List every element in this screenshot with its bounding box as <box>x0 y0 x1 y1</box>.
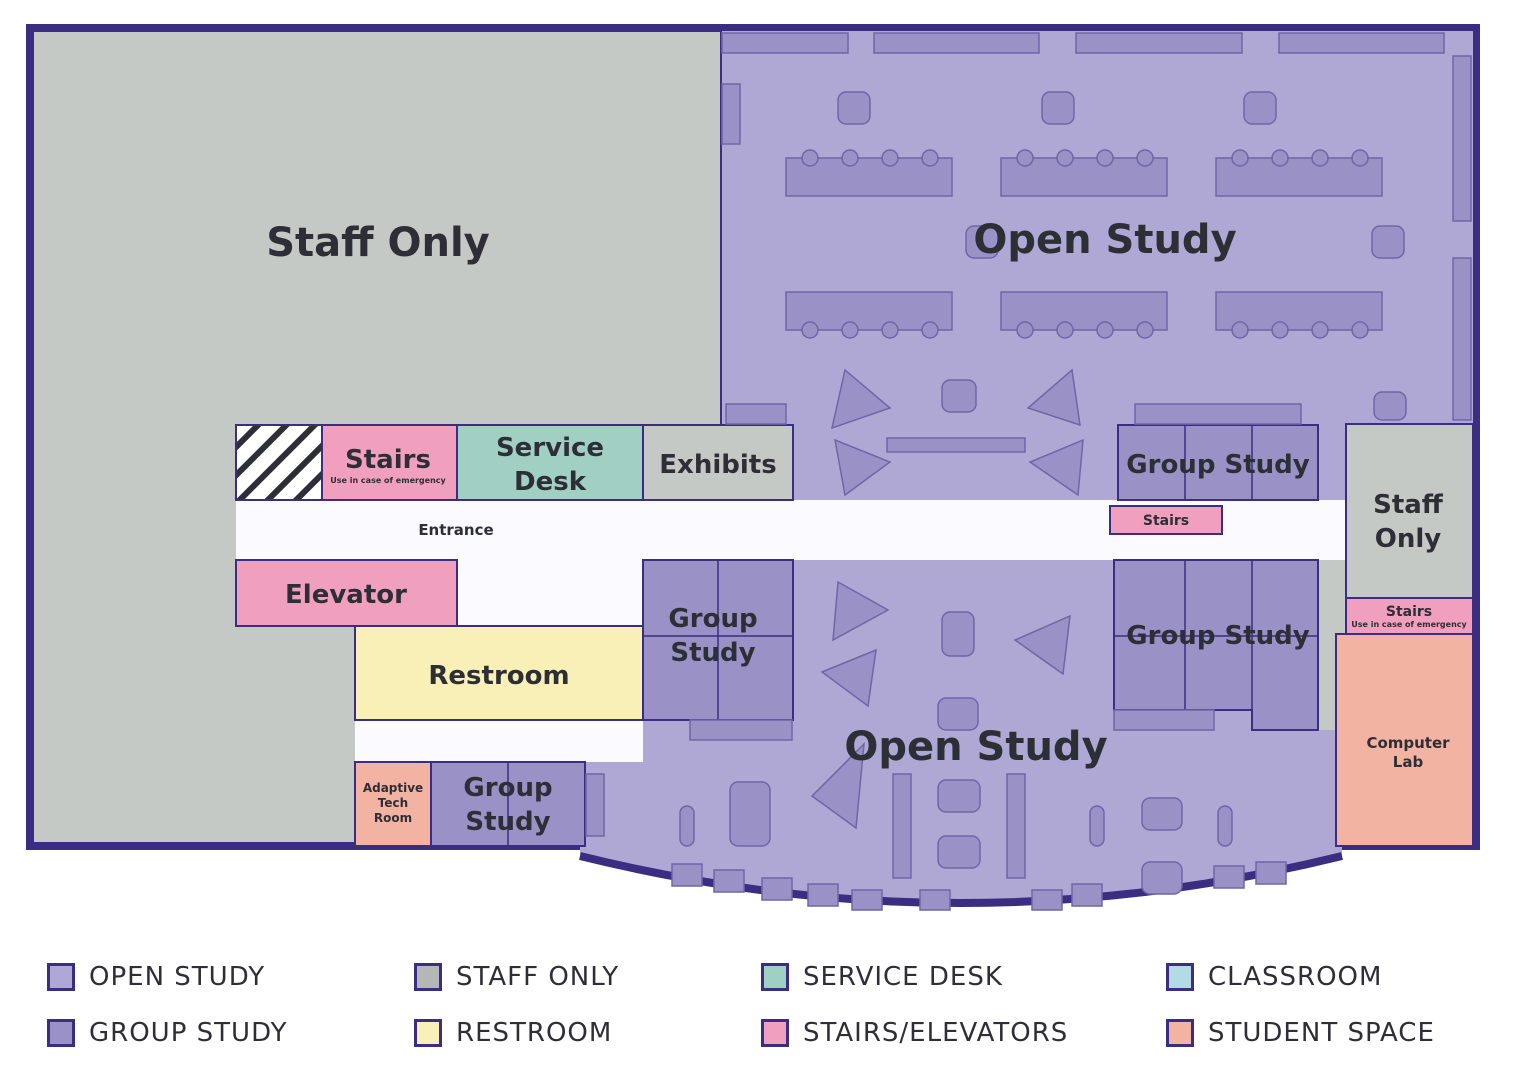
legend-label-classroom: CLASSROOM <box>1208 962 1383 992</box>
legend-label-group-study: GROUP STUDY <box>89 1018 288 1048</box>
legend-item-restroom: RESTROOM <box>414 1018 612 1048</box>
legend-item-classroom: CLASSROOM <box>1166 962 1382 992</box>
furniture-north <box>721 32 1472 497</box>
stairs-west-label: Stairs <box>345 445 431 475</box>
legend-label-student-space: STUDENT SPACE <box>1208 1018 1435 1048</box>
adaptive-tech-label-line2: Tech <box>378 796 408 810</box>
legend-item-service-desk: SERVICE DESK <box>761 962 1003 992</box>
legend-swatch-student-space <box>1166 1019 1194 1047</box>
legend-item-stairs-elevators: STAIRS/ELEVATORS <box>761 1018 1068 1048</box>
group-study-mid-label-line1: Group <box>668 604 757 634</box>
exhibits-label: Exhibits <box>659 450 776 480</box>
furniture-south <box>585 580 1287 911</box>
service-desk-label-line2: Desk <box>514 467 587 497</box>
group-study-northeast-label: Group Study <box>1126 450 1309 480</box>
legend-swatch-classroom <box>1166 963 1194 991</box>
restroom-corridor <box>355 720 643 762</box>
legend-label-restroom: RESTROOM <box>456 1018 613 1048</box>
stairs-west-note: Use in case of emergency <box>330 476 446 485</box>
elevator-label: Elevator <box>285 580 407 610</box>
stairs-center-label: Stairs <box>1143 513 1189 529</box>
legend-swatch-open-study <box>47 963 75 991</box>
adaptive-tech-label-line1: Adaptive <box>363 781 423 795</box>
legend-label-staff-only: STAFF ONLY <box>456 962 620 992</box>
group-study-southeast-label: Group Study <box>1126 621 1309 651</box>
stairs-center[interactable] <box>1109 505 1223 535</box>
staff-only-east-label-line2: Only <box>1375 524 1442 554</box>
legend-swatch-restroom <box>414 1019 442 1047</box>
stairs-east-note: Use in case of emergency <box>1351 620 1467 629</box>
staff-only-main-label: Staff Only <box>266 220 490 266</box>
computer-lab-label-line2: Lab <box>1393 753 1424 771</box>
legend-label-service-desk: SERVICE DESK <box>803 962 1003 992</box>
legend-item-open-study: OPEN STUDY <box>47 962 265 992</box>
restroom-label: Restroom <box>428 661 569 691</box>
legend-label-stairs-elevators: STAIRS/ELEVATORS <box>803 1018 1069 1048</box>
group-study-northeast[interactable] <box>1117 424 1319 501</box>
open-study-north-label: Open Study <box>973 217 1236 263</box>
stairs-east-label: Stairs <box>1386 604 1432 620</box>
adaptive-tech-room[interactable] <box>354 761 432 847</box>
open-study-north-area[interactable] <box>721 31 1473 500</box>
legend-item-student-space: STUDENT SPACE <box>1166 1018 1435 1048</box>
stairs-west[interactable] <box>321 424 458 501</box>
computer-lab-label-line1: Computer <box>1366 734 1450 752</box>
open-study-south-label: Open Study <box>844 724 1107 770</box>
group-study-mid-label-line2: Study <box>670 638 755 668</box>
service-desk-label-line1: Service <box>496 433 604 463</box>
legend-item-group-study: GROUP STUDY <box>47 1018 288 1048</box>
computer-lab[interactable] <box>1335 633 1474 847</box>
staff-only-east-label-line1: Staff <box>1373 490 1444 520</box>
legend-swatch-group-study <box>47 1019 75 1047</box>
restroom[interactable] <box>354 625 644 721</box>
adaptive-tech-label-line3: Room <box>374 811 412 825</box>
legend-swatch-service-desk <box>761 963 789 991</box>
legend-item-staff-only: STAFF ONLY <box>414 962 619 992</box>
entrance-label: Entrance <box>418 521 493 539</box>
map-legend: OPEN STUDY STAFF ONLY SERVICE DESK CLASS… <box>0 945 1522 1075</box>
service-desk[interactable] <box>456 424 644 501</box>
legend-swatch-staff-only <box>414 963 442 991</box>
legend-label-open-study: OPEN STUDY <box>89 962 266 992</box>
utility-hatched-area <box>235 424 323 501</box>
group-study-southwest-label-line2: Study <box>465 807 550 837</box>
legend-swatch-stairs-elevators <box>761 1019 789 1047</box>
exhibits[interactable] <box>642 424 794 501</box>
main-corridor <box>236 500 1346 626</box>
elevator[interactable] <box>235 559 458 627</box>
group-study-southwest-label-line1: Group <box>463 773 552 803</box>
floor-plan-map: Staff Only Open Study Open Study Stairs … <box>26 24 1480 911</box>
